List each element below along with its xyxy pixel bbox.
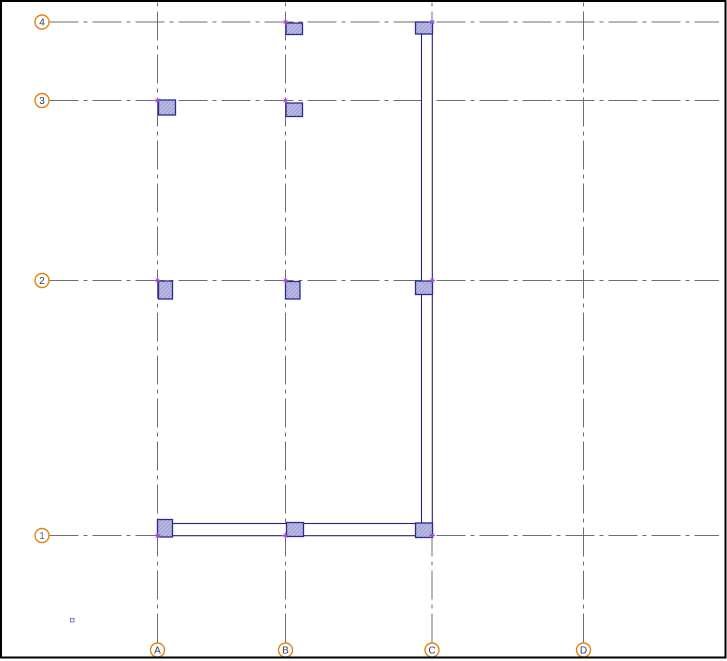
grid-bubble-4[interactable] (34, 14, 50, 30)
grid-bubble-2[interactable] (34, 272, 50, 289)
column-B1[interactable] (285, 521, 305, 538)
column-A3[interactable] (157, 99, 177, 116)
reference-marker (429, 19, 435, 25)
reference-marker (429, 532, 435, 539)
reference-marker (282, 19, 289, 25)
stray-element-dot[interactable] (70, 618, 75, 623)
grid-bubble-label-A: A (154, 646, 161, 657)
reference-marker (282, 532, 289, 539)
grid-bubble-label-4: 4 (39, 18, 45, 29)
grid-bubble-1[interactable] (34, 527, 50, 544)
grid-bubble-label-2: 2 (39, 276, 45, 287)
reference-marker (429, 277, 435, 284)
grid-bubble-label-B: B (282, 646, 289, 657)
reference-marker (282, 97, 289, 104)
grid-bubble-label-C: C (428, 646, 435, 657)
reference-marker (154, 97, 161, 104)
column-C1[interactable] (414, 522, 434, 539)
column-C4[interactable] (414, 21, 434, 35)
reference-marker (282, 277, 289, 284)
column-C2[interactable] (414, 280, 434, 296)
grid-bubble-3[interactable] (34, 92, 50, 109)
reference-marker (154, 532, 161, 539)
column-B4[interactable] (285, 22, 304, 36)
grid-bubble-label-D: D (580, 646, 587, 657)
reference-marker (154, 277, 161, 284)
grid-bubble-label-3: 3 (39, 96, 45, 107)
column-B3[interactable] (285, 102, 304, 118)
column-A2[interactable] (157, 280, 174, 300)
wall-grid-C-vertical[interactable] (420, 33, 433, 524)
column-B2[interactable] (284, 280, 301, 300)
column-A1[interactable] (156, 518, 174, 538)
grid-bubble-label-1: 1 (39, 531, 45, 542)
